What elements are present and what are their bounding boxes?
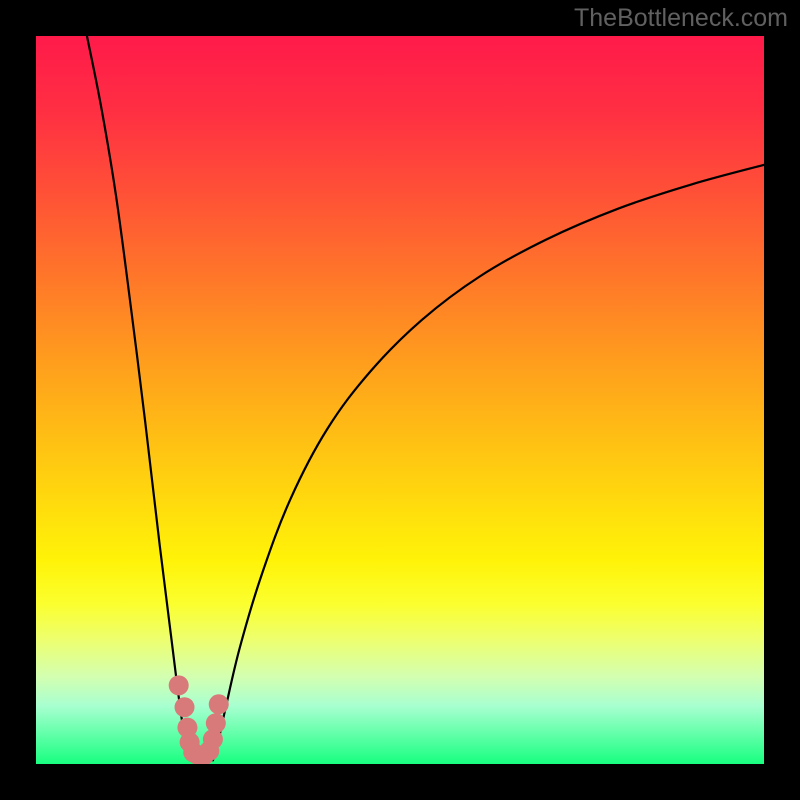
valley-markers: [169, 675, 229, 764]
plot-svg: [36, 36, 764, 764]
marker-dot: [209, 694, 229, 714]
curve-right: [213, 165, 764, 761]
marker-dot: [175, 697, 195, 717]
marker-dot: [169, 675, 189, 695]
chart-container: TheBottleneck.com: [0, 0, 800, 800]
watermark-text: TheBottleneck.com: [574, 4, 788, 33]
marker-dot: [206, 713, 226, 733]
curve-left: [87, 36, 191, 760]
plot-area: [36, 36, 764, 764]
